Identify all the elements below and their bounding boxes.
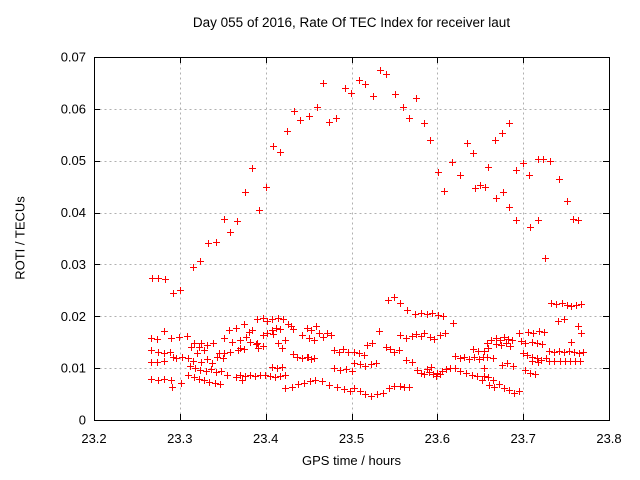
svg-text:23.2: 23.2 [81,431,106,446]
svg-text:23.6: 23.6 [425,431,450,446]
svg-text:0.03: 0.03 [61,257,86,272]
svg-text:0.05: 0.05 [61,153,86,168]
svg-text:0: 0 [79,413,86,428]
svg-text:23.8: 23.8 [596,431,621,446]
x-tick-labels: 23.2 23.3 23.4 23.5 23.6 23.7 23.8 [81,431,621,446]
x-axis-label: GPS time / hours [302,453,401,468]
svg-text:23.4: 23.4 [253,431,278,446]
svg-text:23.5: 23.5 [339,431,364,446]
svg-text:0.02: 0.02 [61,309,86,324]
data-points [148,67,587,400]
gridlines [94,57,610,421]
svg-text:23.3: 23.3 [167,431,192,446]
y-tick-labels: 0 0.01 0.02 0.03 0.04 0.05 0.06 0.07 [61,50,86,428]
svg-text:0.01: 0.01 [61,361,86,376]
axis-ticks [94,57,610,421]
svg-text:0.06: 0.06 [61,101,86,116]
chart-title: Day 055 of 2016, Rate Of TEC Index for r… [192,15,511,30]
svg-text:0.07: 0.07 [61,50,86,65]
svg-text:23.7: 23.7 [511,431,536,446]
svg-text:0.04: 0.04 [61,205,86,220]
y-axis-label: ROTI / TECUs [12,196,28,280]
